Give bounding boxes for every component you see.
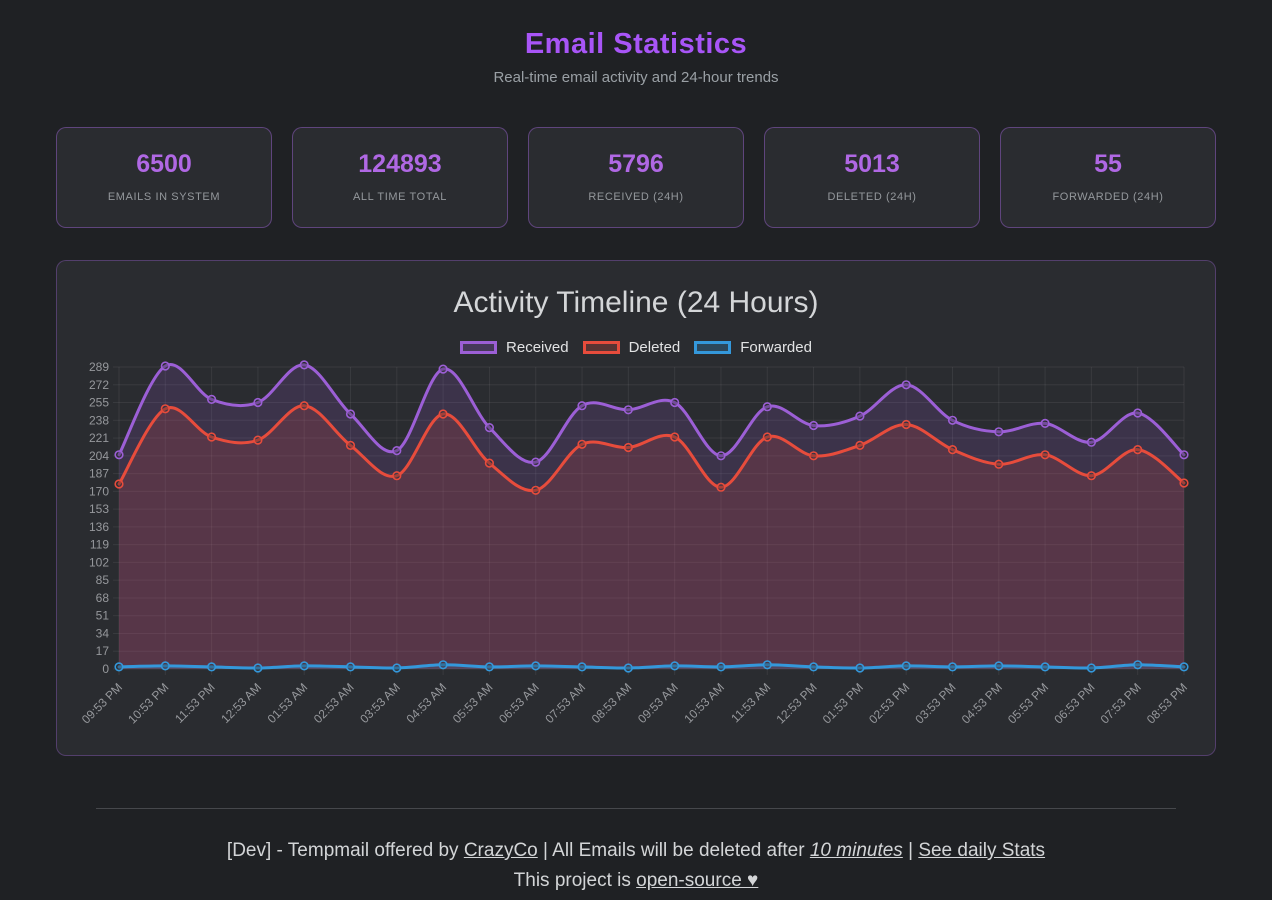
stat-card-deleted-24h: 5013 DELETED (24H) [764, 127, 980, 228]
footer-deletion-time: 10 minutes [809, 840, 903, 861]
svg-text:03:53 AM: 03:53 AM [357, 680, 403, 726]
stat-label: ALL TIME TOTAL [353, 191, 447, 203]
svg-text:08:53 PM: 08:53 PM [1144, 680, 1190, 726]
svg-text:85: 85 [96, 573, 110, 587]
legend-item-forwarded[interactable]: Forwarded [694, 339, 812, 356]
footer-text: | All Emails will be deleted after [537, 840, 810, 861]
stat-value: 5013 [844, 150, 900, 178]
svg-text:272: 272 [89, 378, 109, 392]
svg-text:170: 170 [89, 484, 109, 498]
svg-text:07:53 PM: 07:53 PM [1098, 680, 1144, 726]
svg-text:187: 187 [89, 467, 109, 481]
svg-text:10:53 AM: 10:53 AM [681, 680, 727, 726]
legend-label-received: Received [506, 339, 569, 356]
svg-text:06:53 AM: 06:53 AM [496, 680, 542, 726]
stat-card-received-24h: 5796 RECEIVED (24H) [528, 127, 744, 228]
svg-text:0: 0 [102, 662, 109, 676]
svg-text:09:53 PM: 09:53 PM [79, 680, 125, 726]
stat-value: 124893 [358, 150, 442, 178]
activity-timeline-card: Activity Timeline (24 Hours) Received De… [56, 260, 1216, 756]
footer-text: [Dev] - Tempmail offered by [226, 840, 464, 861]
svg-text:119: 119 [90, 538, 109, 552]
chart-legend: Received Deleted Forwarded [57, 339, 1215, 356]
svg-text:255: 255 [89, 396, 109, 410]
svg-text:01:53 AM: 01:53 AM [265, 680, 311, 726]
svg-text:12:53 PM: 12:53 PM [773, 680, 819, 726]
svg-text:238: 238 [89, 413, 109, 427]
chart-title: Activity Timeline (24 Hours) [453, 286, 819, 319]
stat-card-emails-in-system: 6500 EMAILS IN SYSTEM [56, 127, 272, 228]
legend-label-forwarded: Forwarded [740, 339, 812, 356]
svg-text:10:53 PM: 10:53 PM [125, 680, 171, 726]
legend-swatch-deleted [582, 341, 620, 354]
footer-divider [96, 808, 1176, 809]
svg-text:102: 102 [89, 555, 109, 569]
footer-line2: This project is open-source ♥ [0, 866, 1272, 896]
footer-text: This project is [513, 870, 637, 891]
svg-text:136: 136 [89, 520, 109, 534]
stat-value: 6500 [136, 150, 192, 178]
svg-text:68: 68 [96, 591, 110, 605]
svg-text:51: 51 [96, 609, 110, 623]
footer-text: | [902, 840, 919, 861]
svg-text:17: 17 [96, 644, 110, 658]
svg-text:05:53 PM: 05:53 PM [1005, 680, 1051, 726]
legend-label-deleted: Deleted [628, 339, 681, 356]
stat-label: EMAILS IN SYSTEM [107, 191, 221, 203]
svg-text:11:53 AM: 11:53 AM [728, 680, 773, 725]
svg-text:11:53 PM: 11:53 PM [172, 680, 218, 726]
svg-text:221: 221 [89, 431, 109, 445]
svg-text:12:53 AM: 12:53 AM [218, 680, 264, 726]
footer-link-crazyco[interactable]: CrazyCo [463, 840, 538, 861]
stat-label: RECEIVED (24H) [588, 191, 684, 203]
stat-label: DELETED (24H) [827, 191, 917, 203]
svg-text:08:53 AM: 08:53 AM [589, 680, 635, 726]
svg-text:04:53 AM: 04:53 AM [403, 680, 449, 726]
svg-text:289: 289 [89, 360, 109, 374]
legend-swatch-received [460, 341, 498, 354]
svg-text:153: 153 [89, 502, 109, 516]
svg-text:04:53 PM: 04:53 PM [959, 680, 1005, 726]
footer-link-daily-stats[interactable]: See daily Stats [918, 840, 1046, 861]
stat-card-all-time-total: 124893 ALL TIME TOTAL [292, 127, 508, 228]
stat-value: 5796 [608, 150, 664, 178]
svg-text:05:53 AM: 05:53 AM [450, 680, 496, 726]
page-header: Email Statistics Real-time email activit… [0, 0, 1272, 86]
svg-text:204: 204 [89, 449, 109, 463]
footer-link-open-source[interactable]: open-source ♥ [636, 870, 759, 891]
chart-canvas[interactable]: 0 17 34 51 68 85 102 119 136 153 170 187 204 221 238 25… [57, 359, 1215, 742]
footer-line1: [Dev] - Tempmail offered by CrazyCo | Al… [0, 836, 1272, 866]
svg-text:02:53 AM: 02:53 AM [311, 680, 357, 726]
stat-value: 55 [1094, 150, 1122, 178]
svg-text:07:53 AM: 07:53 AM [542, 680, 588, 726]
svg-text:01:53 PM: 01:53 PM [820, 680, 866, 726]
svg-text:09:53 AM: 09:53 AM [635, 680, 681, 726]
page-subtitle: Real-time email activity and 24-hour tre… [493, 69, 779, 86]
legend-item-received[interactable]: Received [460, 339, 569, 356]
page-footer: [Dev] - Tempmail offered by CrazyCo | Al… [0, 836, 1272, 896]
svg-text:06:53 PM: 06:53 PM [1051, 680, 1097, 726]
svg-text:02:53 PM: 02:53 PM [866, 680, 912, 726]
legend-swatch-forwarded [694, 341, 732, 354]
stat-card-forwarded-24h: 55 FORWARDED (24H) [1000, 127, 1216, 228]
svg-text:03:53 PM: 03:53 PM [912, 680, 958, 726]
page-title: Email Statistics [524, 28, 748, 60]
legend-item-deleted[interactable]: Deleted [582, 339, 681, 356]
svg-text:34: 34 [96, 626, 110, 640]
stat-label: FORWARDED (24H) [1052, 191, 1164, 203]
stats-row: 6500 EMAILS IN SYSTEM 124893 ALL TIME TO… [0, 127, 1272, 228]
